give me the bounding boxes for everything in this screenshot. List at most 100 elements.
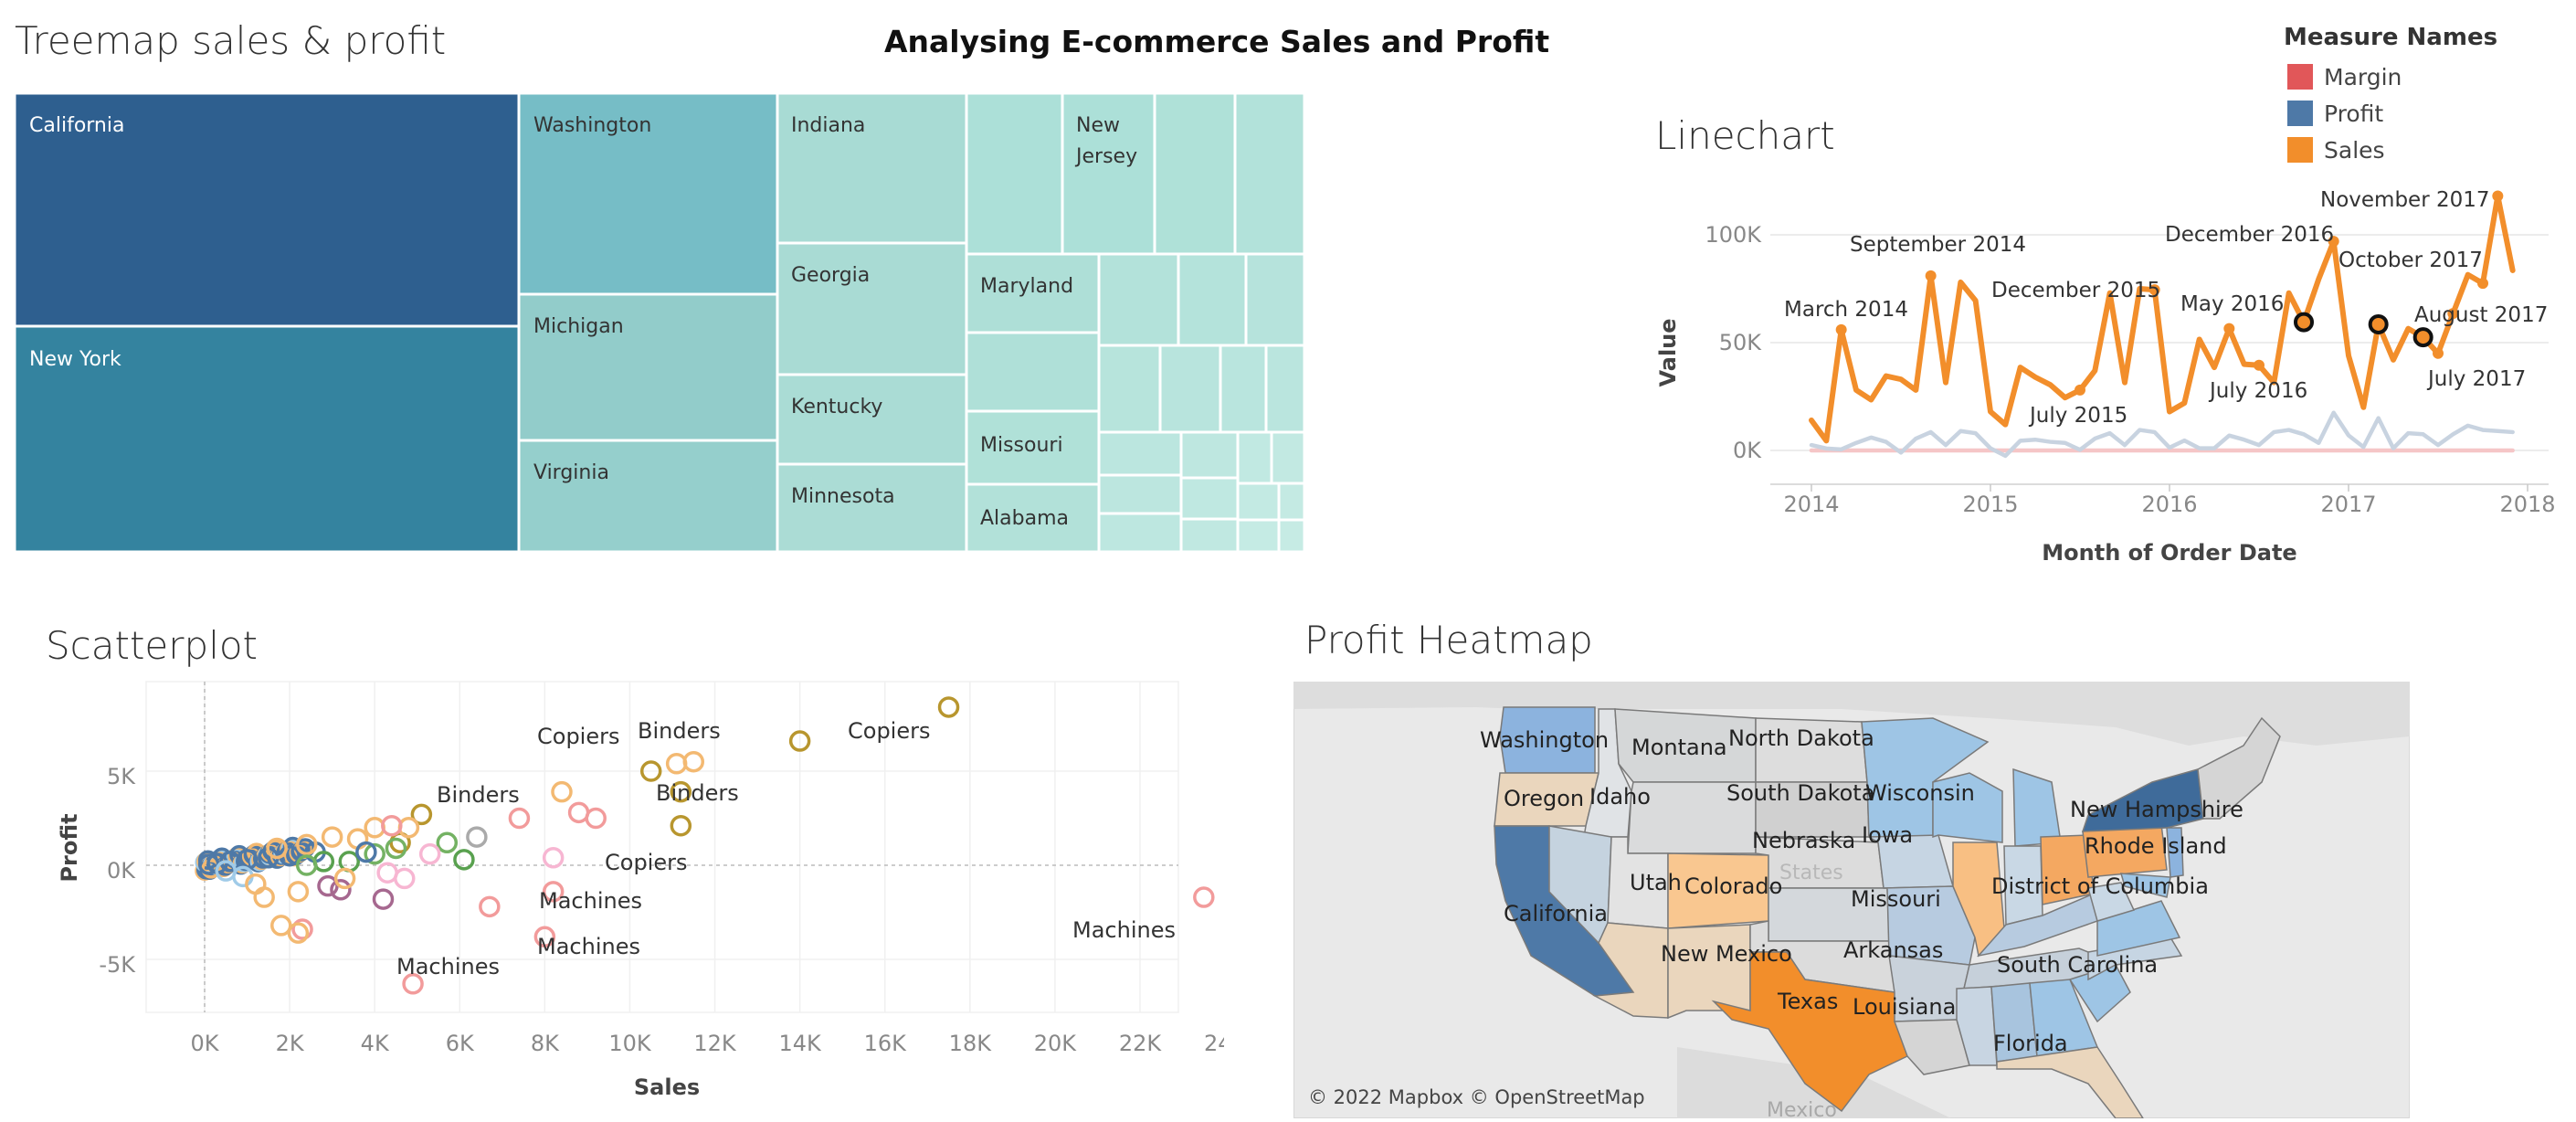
scatter-point[interactable]	[639, 760, 662, 782]
heatmap-map[interactable]: Washington Montana North Dakota Oregon I…	[1293, 682, 2410, 1118]
scatter-point[interactable]	[436, 831, 459, 854]
state-texas[interactable]	[1711, 951, 1908, 1113]
line-point-sales[interactable]	[2328, 236, 2339, 248]
treemap-tile-georgia[interactable]	[776, 241, 968, 376]
state-west-virginia[interactable]	[2087, 882, 2136, 922]
legend-item-margin[interactable]: Margin	[2287, 58, 2497, 95]
scatter-point[interactable]	[317, 874, 339, 897]
scatter-point[interactable]	[385, 837, 407, 860]
line-series-profit[interactable]	[1809, 410, 2515, 459]
treemap-tile-small[interactable]	[965, 331, 1101, 413]
line-point-highlight[interactable]	[2368, 313, 2389, 334]
scatter-point[interactable]	[364, 842, 385, 865]
legend-item-profit[interactable]: Profit	[2287, 95, 2497, 132]
scatter-point[interactable]	[542, 847, 565, 869]
scatter-point[interactable]	[479, 895, 501, 918]
treemap-tile-small[interactable]	[1177, 252, 1248, 347]
treemap-tile-missouri[interactable]	[965, 409, 1101, 486]
state-new-england[interactable]	[2197, 716, 2281, 820]
treemap-tile-small[interactable]	[1097, 344, 1162, 434]
line-point-sales[interactable]	[2447, 308, 2459, 320]
treemap-tile-small[interactable]	[965, 91, 1064, 256]
scatter-point[interactable]	[253, 886, 275, 908]
scatter-point[interactable]	[394, 867, 416, 890]
scatter-point[interactable]	[937, 696, 960, 718]
state-louisiana[interactable]	[1893, 1019, 1970, 1075]
treemap-tile-indiana[interactable]	[776, 91, 968, 245]
line-point-sales[interactable]	[2223, 323, 2235, 334]
treemap-tile-small[interactable]	[1236, 482, 1281, 522]
line-point-sales[interactable]	[2492, 190, 2504, 202]
scatter-point[interactable]	[346, 828, 369, 850]
scatter-point[interactable]	[670, 814, 692, 837]
scatter-point[interactable]	[453, 849, 475, 871]
line-series-sales[interactable]	[1809, 193, 2516, 444]
scatter-point[interactable]	[291, 918, 313, 940]
scatter-point[interactable]	[542, 881, 565, 903]
state-florida[interactable]	[1996, 1046, 2144, 1118]
treemap-tile-small[interactable]	[1244, 252, 1306, 347]
legend-item-sales[interactable]: Sales	[2287, 132, 2497, 168]
treemap-tile-michigan[interactable]	[517, 292, 779, 442]
treemap-tile-small[interactable]	[1270, 430, 1306, 485]
treemap-tile-small[interactable]	[1277, 518, 1306, 554]
scatter-point[interactable]	[295, 833, 318, 856]
treemap-tile-small[interactable]	[1158, 344, 1222, 434]
scatter-point[interactable]	[295, 854, 318, 876]
treemap-tile-small[interactable]	[1097, 512, 1183, 554]
treemap-tile-small[interactable]	[1097, 252, 1180, 347]
line-point-sales[interactable]	[1925, 270, 1937, 281]
line-point-sales[interactable]	[2075, 384, 2085, 396]
treemap-tile-small[interactable]	[1236, 518, 1281, 554]
state-maryland[interactable]	[2119, 873, 2171, 898]
treemap-tile-small[interactable]	[1233, 91, 1306, 256]
scatter-point[interactable]	[1193, 886, 1215, 908]
scatter-point[interactable]	[330, 879, 352, 901]
treemap-tile-minnesota[interactable]	[776, 462, 968, 554]
treemap-tile-alabama[interactable]	[965, 482, 1101, 554]
line-point-sales[interactable]	[2433, 347, 2444, 359]
scatter-point[interactable]	[410, 803, 433, 826]
treemap-tile-small[interactable]	[1097, 473, 1183, 515]
treemap-tile-small[interactable]	[1097, 430, 1183, 477]
scatter-point[interactable]	[287, 881, 310, 903]
treemap-tile-small[interactable]	[1277, 482, 1306, 522]
line-point-highlight[interactable]	[2412, 327, 2433, 348]
scatter-point[interactable]	[333, 867, 356, 890]
line-point-sales[interactable]	[2148, 284, 2160, 296]
line-point-sales[interactable]	[2254, 359, 2265, 371]
treemap-tile-small[interactable]	[1179, 517, 1240, 554]
scatter-point[interactable]	[508, 807, 531, 830]
scatter-point[interactable]	[397, 817, 420, 839]
scatter-point[interactable]	[321, 826, 343, 848]
scatter-point[interactable]	[665, 753, 688, 775]
scatter-point[interactable]	[466, 826, 488, 848]
scatter-point[interactable]	[201, 859, 221, 879]
treemap-tile-small[interactable]	[1179, 430, 1240, 480]
state-wisconsin[interactable]	[1932, 772, 2003, 843]
scatter-point[interactable]	[270, 915, 292, 937]
line-point-highlight[interactable]	[2294, 312, 2314, 333]
scatter-point[interactable]	[372, 888, 395, 910]
treemap-tile-maryland[interactable]	[965, 252, 1101, 334]
scatter-point[interactable]	[533, 926, 556, 948]
scatter-point[interactable]	[402, 973, 424, 995]
line-point-sales[interactable]	[1835, 323, 1847, 335]
treemap-tile-small[interactable]	[1264, 344, 1306, 434]
scatter-point[interactable]	[585, 807, 607, 830]
state-new-mexico[interactable]	[1667, 924, 1751, 1020]
treemap-tile-small[interactable]	[1179, 476, 1240, 521]
treemap-tile-small[interactable]	[1236, 430, 1273, 485]
state-new-jersey[interactable]	[2166, 827, 2184, 878]
scatter-point[interactable]	[551, 780, 573, 803]
scatter-point[interactable]	[418, 842, 441, 865]
treemap-tile-small[interactable]	[1219, 344, 1268, 434]
scatter-point[interactable]	[355, 841, 377, 863]
line-point-sales[interactable]	[2477, 278, 2488, 290]
treemap-tile-small[interactable]	[1153, 91, 1237, 256]
scatter-point[interactable]	[338, 851, 361, 873]
scatter-point[interactable]	[682, 750, 705, 773]
state-mississippi[interactable]	[1956, 986, 1998, 1066]
treemap-tile-virginia[interactable]	[517, 439, 779, 554]
treemap-tile-kentucky[interactable]	[776, 373, 968, 466]
